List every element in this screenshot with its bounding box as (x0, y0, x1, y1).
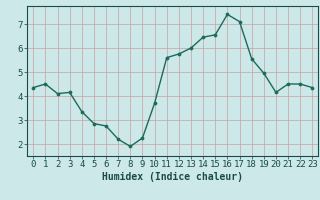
X-axis label: Humidex (Indice chaleur): Humidex (Indice chaleur) (102, 172, 243, 182)
